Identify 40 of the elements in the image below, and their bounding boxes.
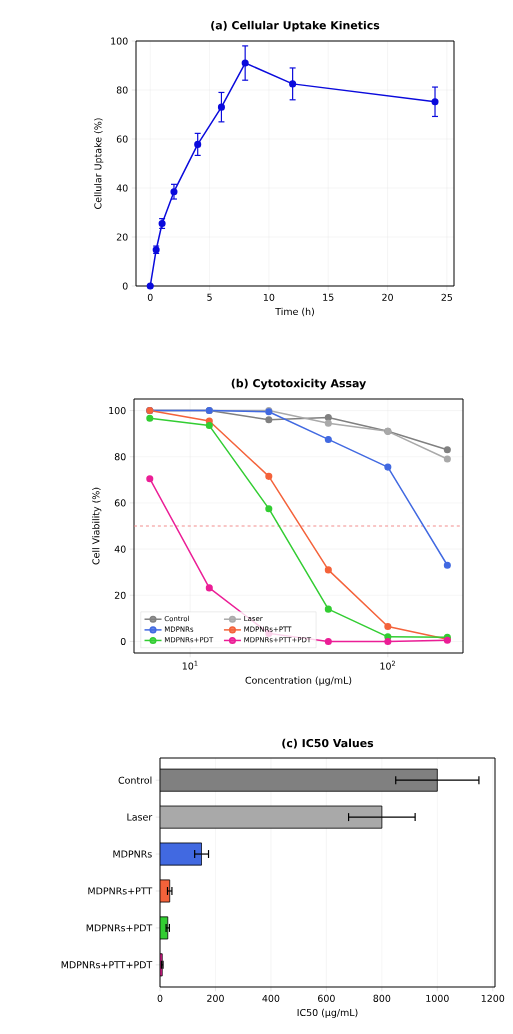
chart-title: (a) Cellular Uptake Kinetics xyxy=(211,20,380,32)
y-tick-label: 0 xyxy=(122,282,128,290)
y-tick-label: 100 xyxy=(111,37,128,45)
y-tick-label: 0 xyxy=(120,637,126,646)
y-axis-title: Cell Viability (%) xyxy=(92,487,102,565)
x-tick-label: 25 xyxy=(441,293,453,301)
y-tick-label: 40 xyxy=(116,184,128,192)
x-axis-title: IC50 (µg/mL) xyxy=(297,1008,358,1018)
x-tick-label: 15 xyxy=(323,293,334,301)
x-tick-label: 10$^{2}$ xyxy=(380,660,396,670)
y-tick-label: 20 xyxy=(116,233,128,241)
x-tick-label: 10$^{1}$ xyxy=(182,660,198,670)
y-tick-label: MDPNRs+PDT xyxy=(86,924,153,932)
y-tick-label: Control xyxy=(118,776,152,784)
x-tick-label: 20 xyxy=(382,293,393,301)
x-tick-label: 1000 xyxy=(426,994,449,1002)
x-axis-title: Time (h) xyxy=(275,307,314,317)
y-tick-label: 80 xyxy=(114,453,126,461)
y-tick-label: 100 xyxy=(109,406,126,415)
x-axis-title: Concentration (µg/mL) xyxy=(245,676,352,686)
x-tick-label: 10 xyxy=(263,293,275,301)
y-tick-label: 20 xyxy=(114,591,126,599)
y-tick-label: 60 xyxy=(116,135,128,143)
y-tick-label: MDPNRs xyxy=(113,850,152,858)
y-tick-label: 60 xyxy=(114,499,126,507)
y-tick-label: 80 xyxy=(116,86,128,94)
x-tick-label: 1200 xyxy=(481,994,505,1002)
x-tick-label: 800 xyxy=(373,994,391,1002)
y-axis-title: Cellular Uptake (%) xyxy=(94,118,104,209)
y-tick-label: MDPNRs+PTT xyxy=(88,887,153,895)
y-tick-label: MDPNRs+PTT+PDT xyxy=(61,961,153,969)
x-tick-label: 0 xyxy=(157,994,163,1002)
x-tick-label: 600 xyxy=(318,994,335,1002)
chart-title: (c) IC50 Values xyxy=(282,738,374,749)
x-tick-label: 5 xyxy=(207,293,212,301)
chart-title: (b) Cytotoxicity Assay xyxy=(231,378,367,390)
y-tick-label: 40 xyxy=(114,545,126,553)
x-tick-label: 200 xyxy=(207,994,224,1002)
x-tick-label: 400 xyxy=(262,994,280,1002)
y-tick-label: Laser xyxy=(127,813,153,821)
